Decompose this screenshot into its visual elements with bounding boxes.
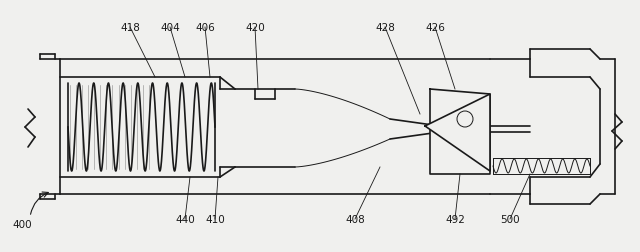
Text: 410: 410	[205, 214, 225, 224]
Text: 404: 404	[160, 23, 180, 33]
Text: 406: 406	[195, 23, 215, 33]
Text: 440: 440	[175, 214, 195, 224]
Text: 492: 492	[445, 214, 465, 224]
Text: 428: 428	[375, 23, 395, 33]
Text: 408: 408	[345, 214, 365, 224]
Text: 418: 418	[120, 23, 140, 33]
Text: 426: 426	[425, 23, 445, 33]
Text: 400: 400	[12, 219, 32, 229]
Polygon shape	[425, 94, 490, 171]
Text: 420: 420	[245, 23, 265, 33]
Text: 500: 500	[500, 214, 520, 224]
Polygon shape	[430, 90, 490, 174]
